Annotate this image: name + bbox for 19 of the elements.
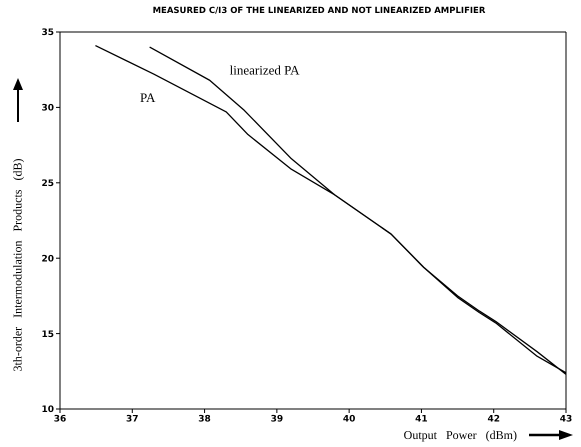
y-tick-label: 20 bbox=[41, 254, 54, 264]
x-tick-label: 43 bbox=[560, 414, 572, 424]
x-tick-label: 38 bbox=[198, 414, 211, 424]
x-tick-label: 41 bbox=[415, 414, 428, 424]
x-tick-label: 42 bbox=[487, 414, 500, 424]
y-axis-title: 3th-order Intermodulation Products (dB) bbox=[10, 158, 26, 372]
y-tick-label: 35 bbox=[41, 28, 54, 38]
y-tick-label: 25 bbox=[41, 178, 54, 189]
y-tick-label: 30 bbox=[41, 104, 54, 114]
y-tick-label: 15 bbox=[41, 330, 54, 340]
chart-title: MEASURED C/I3 OF THE LINEARIZED AND NOT LINEARIZED AMPLIFIER bbox=[152, 6, 486, 16]
x-tick-label: 39 bbox=[270, 414, 284, 424]
x-tick-label: 37 bbox=[126, 414, 139, 424]
y-tick-label: 10 bbox=[41, 405, 54, 416]
series-label: linearized PA bbox=[230, 62, 300, 78]
x-axis-title: Output Power (dBm) bbox=[404, 428, 517, 443]
x-tick-label: 40 bbox=[342, 414, 356, 424]
series-label: PA bbox=[140, 90, 156, 106]
x-tick-label: 36 bbox=[54, 414, 66, 424]
